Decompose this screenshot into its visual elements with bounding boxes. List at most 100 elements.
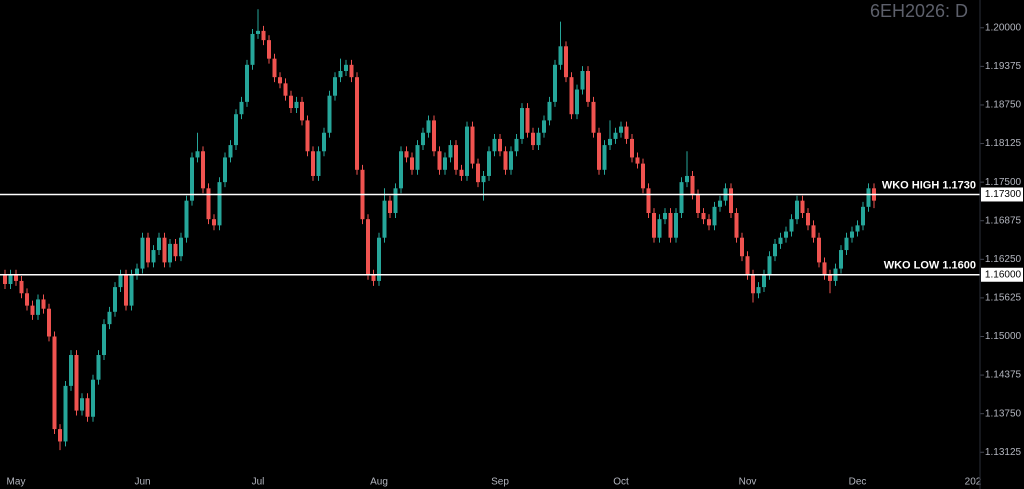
candle-body [459, 169, 464, 176]
candle-body [80, 398, 84, 411]
candle-body [14, 274, 18, 281]
candle-body [641, 163, 645, 189]
candle-body [465, 126, 469, 176]
candle-body [481, 175, 486, 183]
candle-body [129, 274, 134, 306]
candle-body [168, 243, 172, 263]
candle-body [564, 46, 568, 78]
candle-body [107, 311, 112, 325]
candle-body [690, 175, 695, 195]
candle-body [635, 157, 640, 164]
candle-body [245, 64, 249, 102]
candle-body [674, 213, 678, 238]
candle-body [311, 151, 315, 176]
candle-body [773, 243, 777, 257]
candle-body [866, 188, 871, 207]
y-tick-label: 1.13125 [985, 447, 1022, 458]
candle-body [652, 213, 656, 238]
candle-body [602, 145, 607, 170]
candle-body [663, 213, 667, 220]
candle-body [443, 157, 447, 170]
candle-body [25, 293, 29, 306]
candle-body [685, 175, 689, 183]
reference-label: WKO HIGH 1.1730 [882, 179, 976, 191]
candle-body [784, 231, 788, 238]
candle-body [415, 145, 420, 170]
candle-body [580, 71, 585, 90]
candle-body [531, 132, 535, 146]
y-tick-label: 1.18750 [985, 100, 1022, 111]
candle-body [157, 237, 161, 251]
candle-body [52, 336, 57, 430]
candle-body [745, 256, 750, 275]
candle-body [399, 151, 403, 189]
candle-body [151, 250, 156, 263]
candle-body [85, 398, 90, 417]
candle-body [190, 157, 194, 201]
candle-body [113, 287, 117, 312]
candle-body [850, 231, 854, 238]
y-tick-label: 1.14375 [985, 370, 1022, 381]
x-tick-label: Sep [491, 477, 509, 488]
candle-body [382, 200, 387, 238]
candle-body [740, 237, 744, 257]
x-tick-label: Nov [739, 477, 757, 488]
candle-body [206, 188, 211, 220]
candle-body [140, 237, 145, 269]
candle-body [316, 151, 321, 176]
candle-body [762, 274, 766, 288]
candle-body [8, 274, 13, 285]
candle-body [795, 200, 799, 220]
candle-body [388, 200, 392, 214]
candle-body [712, 206, 717, 226]
x-tick-label: Oct [613, 477, 629, 488]
candle-body [184, 200, 189, 238]
y-tick-label: 1.13750 [985, 408, 1022, 419]
candle-body [679, 182, 684, 214]
candle-body [201, 151, 205, 189]
candle-body [707, 219, 711, 226]
candle-body [646, 188, 651, 214]
candle-body [624, 126, 629, 139]
candle-body [839, 250, 843, 269]
candle-body [421, 132, 425, 146]
candle-body [492, 138, 497, 152]
candle-body [102, 324, 106, 356]
candle-body [173, 243, 178, 257]
candle-body [261, 30, 266, 41]
candle-body [789, 219, 794, 232]
candle-body [619, 126, 623, 133]
candle-body [371, 274, 376, 281]
y-tick-label: 1.15625 [985, 293, 1022, 304]
candle-body [118, 274, 123, 288]
candle-body [503, 151, 508, 170]
candle-body [487, 151, 491, 176]
candle-body [525, 108, 530, 133]
candle-body [228, 145, 233, 158]
candle-body [344, 64, 348, 72]
price-label-box [981, 267, 1023, 282]
price-label: 1.16000 [985, 269, 1022, 280]
candle-body [756, 287, 761, 294]
candle-body [74, 355, 79, 411]
candle-body [718, 200, 722, 207]
candle-body [811, 225, 816, 238]
candle-body [349, 64, 354, 78]
candle-body [861, 206, 865, 226]
candle-body [250, 33, 255, 65]
candle-body [393, 188, 398, 214]
candle-body [366, 219, 370, 275]
candle-body [63, 385, 68, 442]
candle-body [630, 138, 634, 158]
candle-body [767, 256, 772, 275]
candle-body [613, 132, 618, 139]
candle-body [520, 108, 524, 139]
candle-body [778, 237, 783, 244]
candle-body [239, 101, 244, 115]
candle-body [58, 429, 62, 442]
candle-body [124, 274, 128, 306]
x-tick-label: Aug [370, 477, 388, 488]
candle-body [817, 237, 821, 263]
candle-body [30, 305, 35, 315]
